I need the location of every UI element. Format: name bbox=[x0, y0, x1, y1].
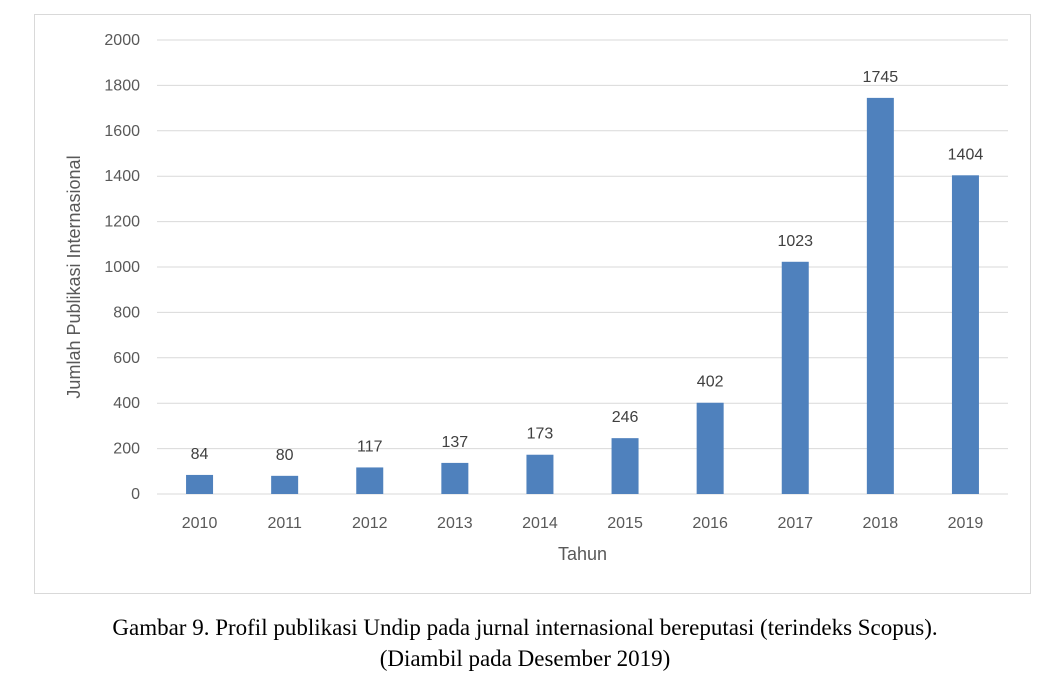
y-tick-label: 400 bbox=[113, 395, 140, 412]
bar bbox=[696, 402, 724, 494]
caption-line-2: (Diambil pada Desember 2019) bbox=[379, 646, 671, 671]
data-label: 246 bbox=[612, 409, 639, 426]
x-tick-label: 2017 bbox=[777, 515, 813, 532]
data-label: 84 bbox=[191, 446, 209, 463]
figure-caption: Gambar 9. Profil publikasi Undip pada ju… bbox=[0, 612, 1050, 674]
data-label: 1023 bbox=[777, 233, 813, 250]
x-tick-label: 2010 bbox=[182, 515, 218, 532]
data-label: 1745 bbox=[863, 69, 899, 86]
y-tick-label: 1400 bbox=[104, 168, 140, 185]
bar bbox=[781, 261, 809, 494]
y-tick-label: 600 bbox=[113, 350, 140, 367]
y-tick-label: 800 bbox=[113, 304, 140, 321]
x-tick-label: 2012 bbox=[352, 515, 388, 532]
x-tick-label: 2018 bbox=[863, 515, 899, 532]
x-tick-label: 2013 bbox=[437, 515, 473, 532]
x-tick-label: 2015 bbox=[607, 515, 643, 532]
data-label: 173 bbox=[527, 426, 554, 443]
bar bbox=[441, 462, 469, 494]
bar bbox=[526, 454, 554, 494]
bar bbox=[951, 175, 979, 495]
bar bbox=[186, 474, 214, 494]
bar bbox=[356, 467, 384, 494]
x-tick-label: 2019 bbox=[948, 515, 984, 532]
chart-frame: 0 200 400 600 800 1000 1200 1400 1600 1800 2000 84 2… bbox=[34, 14, 1031, 594]
data-label: 1404 bbox=[948, 146, 984, 163]
y-tick-label: 1600 bbox=[104, 123, 140, 140]
bar-chart: 0 200 400 600 800 1000 1200 1400 1600 1800 2000 84 2… bbox=[64, 32, 1008, 564]
y-tick-label: 2000 bbox=[104, 32, 140, 49]
bar bbox=[611, 438, 639, 494]
bar bbox=[271, 475, 299, 494]
y-tick-label: 1800 bbox=[104, 77, 140, 94]
x-tick-label: 2014 bbox=[522, 515, 558, 532]
x-tick-label: 2011 bbox=[267, 515, 302, 532]
y-axis-title: Jumlah Publikasi Internasional bbox=[64, 155, 84, 398]
data-label: 402 bbox=[697, 374, 724, 391]
y-tick-label: 1200 bbox=[104, 214, 140, 231]
data-label: 137 bbox=[441, 434, 468, 451]
x-axis-title: Tahun bbox=[558, 544, 607, 564]
caption-line-1: Gambar 9. Profil publikasi Undip pada ju… bbox=[112, 615, 938, 640]
y-tick-label: 0 bbox=[131, 486, 140, 503]
data-label: 117 bbox=[357, 438, 383, 455]
bar bbox=[866, 97, 894, 494]
y-tick-label: 1000 bbox=[104, 259, 140, 276]
x-tick-label: 2016 bbox=[692, 515, 728, 532]
data-label: 80 bbox=[276, 447, 294, 464]
y-tick-label: 200 bbox=[113, 441, 140, 458]
